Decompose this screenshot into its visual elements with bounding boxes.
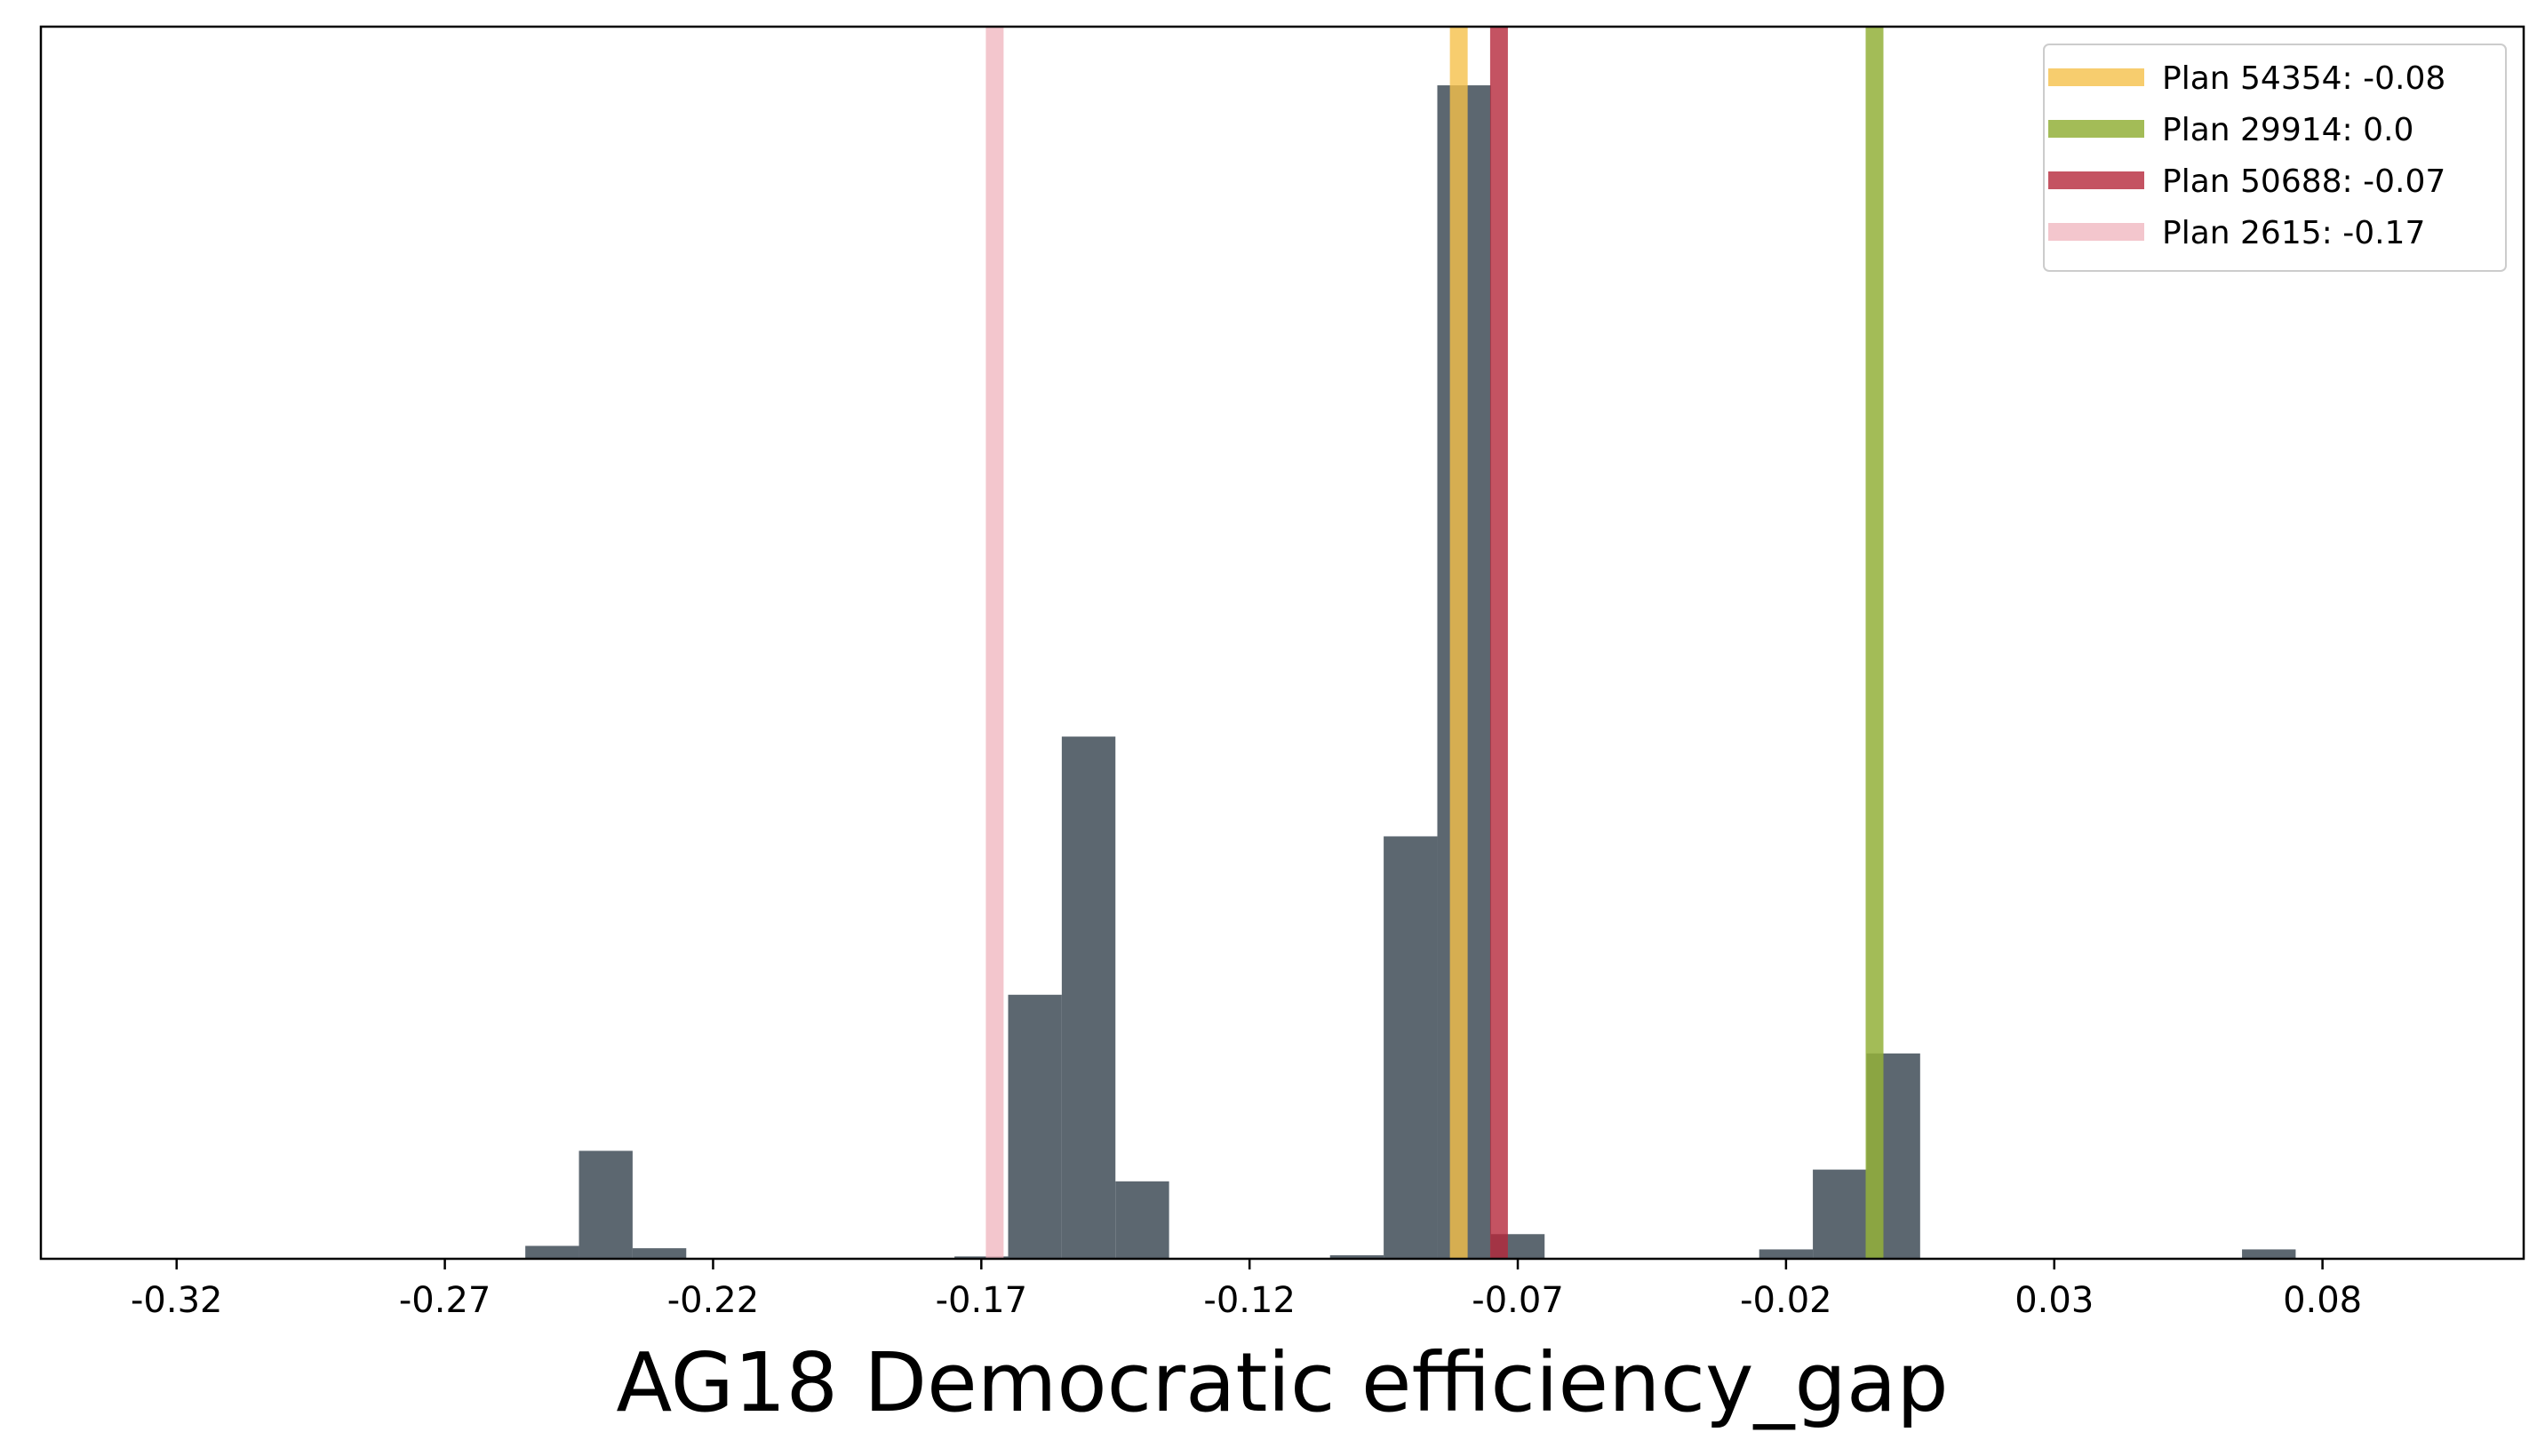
x-tick-label: 0.03: [2014, 1280, 2094, 1321]
legend-frame: [2043, 44, 2507, 272]
x-tick-label: -0.12: [1203, 1280, 1296, 1321]
histogram-bar: [578, 1150, 633, 1259]
histogram-bar: [954, 1256, 1009, 1259]
histogram-bar: [1759, 1249, 1814, 1259]
histogram-bar: [632, 1248, 687, 1259]
histogram-bar: [2242, 1249, 2296, 1259]
x-tick-label: -0.17: [936, 1280, 1028, 1321]
x-tick-label: 0.08: [2283, 1280, 2362, 1321]
histogram-bar: [1008, 994, 1062, 1259]
x-tick-label: -0.22: [667, 1280, 760, 1321]
plan-lines: [985, 27, 1884, 1259]
legend-label: Plan 54354: -0.08: [2162, 60, 2445, 97]
histogram-bar: [1384, 836, 1438, 1259]
x-tick-label: -0.07: [1472, 1280, 1564, 1321]
x-axis-ticks: -0.32 -0.27 -0.22 -0.17 -0.12 -0.07 -0.02 0.03 0…: [131, 1259, 2362, 1321]
histogram-bar: [1329, 1255, 1384, 1259]
legend-label: Plan 29914: 0.0: [2162, 112, 2413, 148]
histogram-bars: [525, 85, 2296, 1260]
legend: Plan 54354: -0.08 Plan 29914: 0.0 Plan 506…: [2043, 44, 2507, 272]
x-tick-label: -0.32: [131, 1280, 223, 1321]
x-tick-label: -0.02: [1740, 1280, 1832, 1321]
histogram-bar: [1813, 1169, 1867, 1259]
legend-label: Plan 50688: -0.07: [2162, 163, 2445, 200]
x-axis-label: AG18 Democratic efficiency_gap: [616, 1335, 1948, 1430]
histogram-bar: [1061, 736, 1116, 1259]
x-tick-label: -0.27: [399, 1280, 491, 1321]
histogram-bar: [1115, 1181, 1169, 1259]
legend-label: Plan 2615: -0.17: [2162, 215, 2425, 251]
histogram-bar: [525, 1245, 579, 1259]
plot-frame: [39, 25, 2525, 1261]
